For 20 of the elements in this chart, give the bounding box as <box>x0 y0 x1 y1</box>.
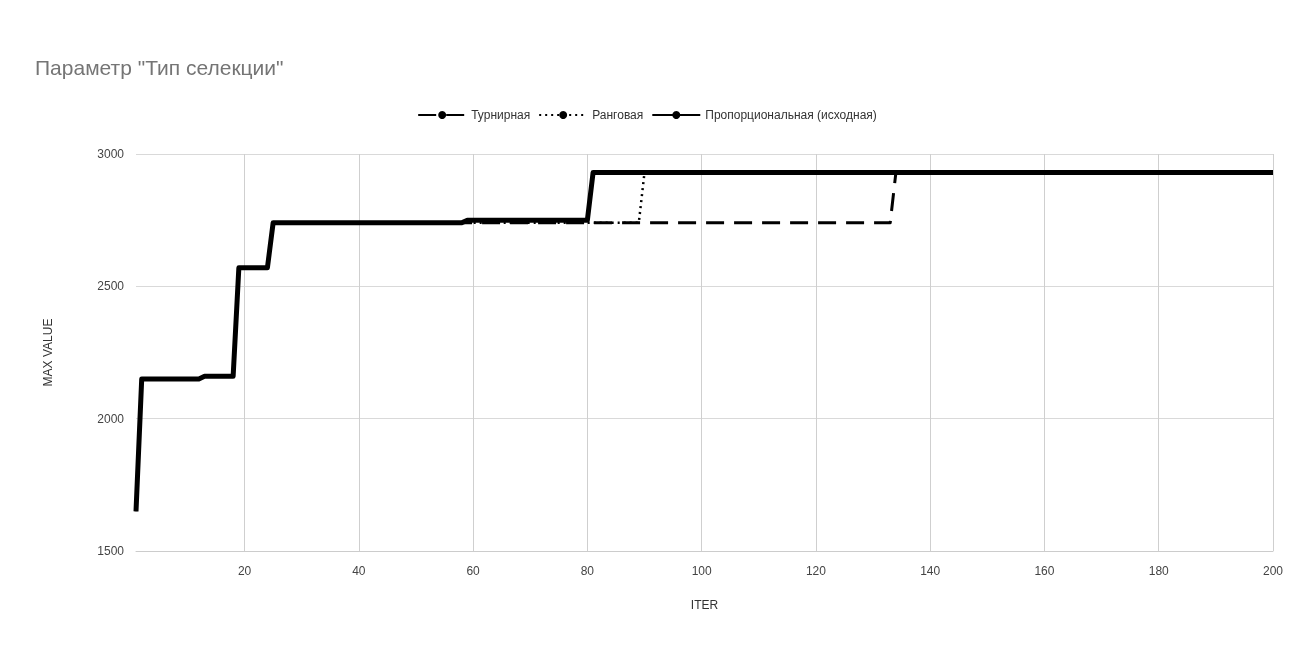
x-tick-label: 80 <box>580 564 595 578</box>
x-tick-label: 180 <box>1148 564 1170 578</box>
x-tick-label: 160 <box>1034 564 1055 578</box>
x-tick-label: 120 <box>805 564 827 578</box>
x-tick-label: 40 <box>352 564 366 578</box>
legend-label: Ранговая <box>592 108 644 122</box>
x-tick-label: 200 <box>1262 564 1284 578</box>
y-tick-label: 1500 <box>97 544 125 558</box>
y-axis-title: MAX VALUE <box>41 318 55 387</box>
legend-label: Пропорциональная (исходная) <box>705 108 877 122</box>
x-tick-label: 100 <box>691 564 712 578</box>
y-tick-label: 2000 <box>97 411 125 426</box>
x-tick-label: 20 <box>237 564 252 578</box>
x-tick-label: 60 <box>466 564 481 578</box>
x-axis-title: ITER <box>690 598 719 612</box>
legend-label: Турнирная <box>471 108 531 122</box>
x-tick-label: 140 <box>920 564 941 578</box>
chart-title: Параметр "Тип селекции" <box>35 56 284 79</box>
y-tick-label: 3000 <box>97 147 125 161</box>
y-tick-label: 2500 <box>97 279 125 294</box>
